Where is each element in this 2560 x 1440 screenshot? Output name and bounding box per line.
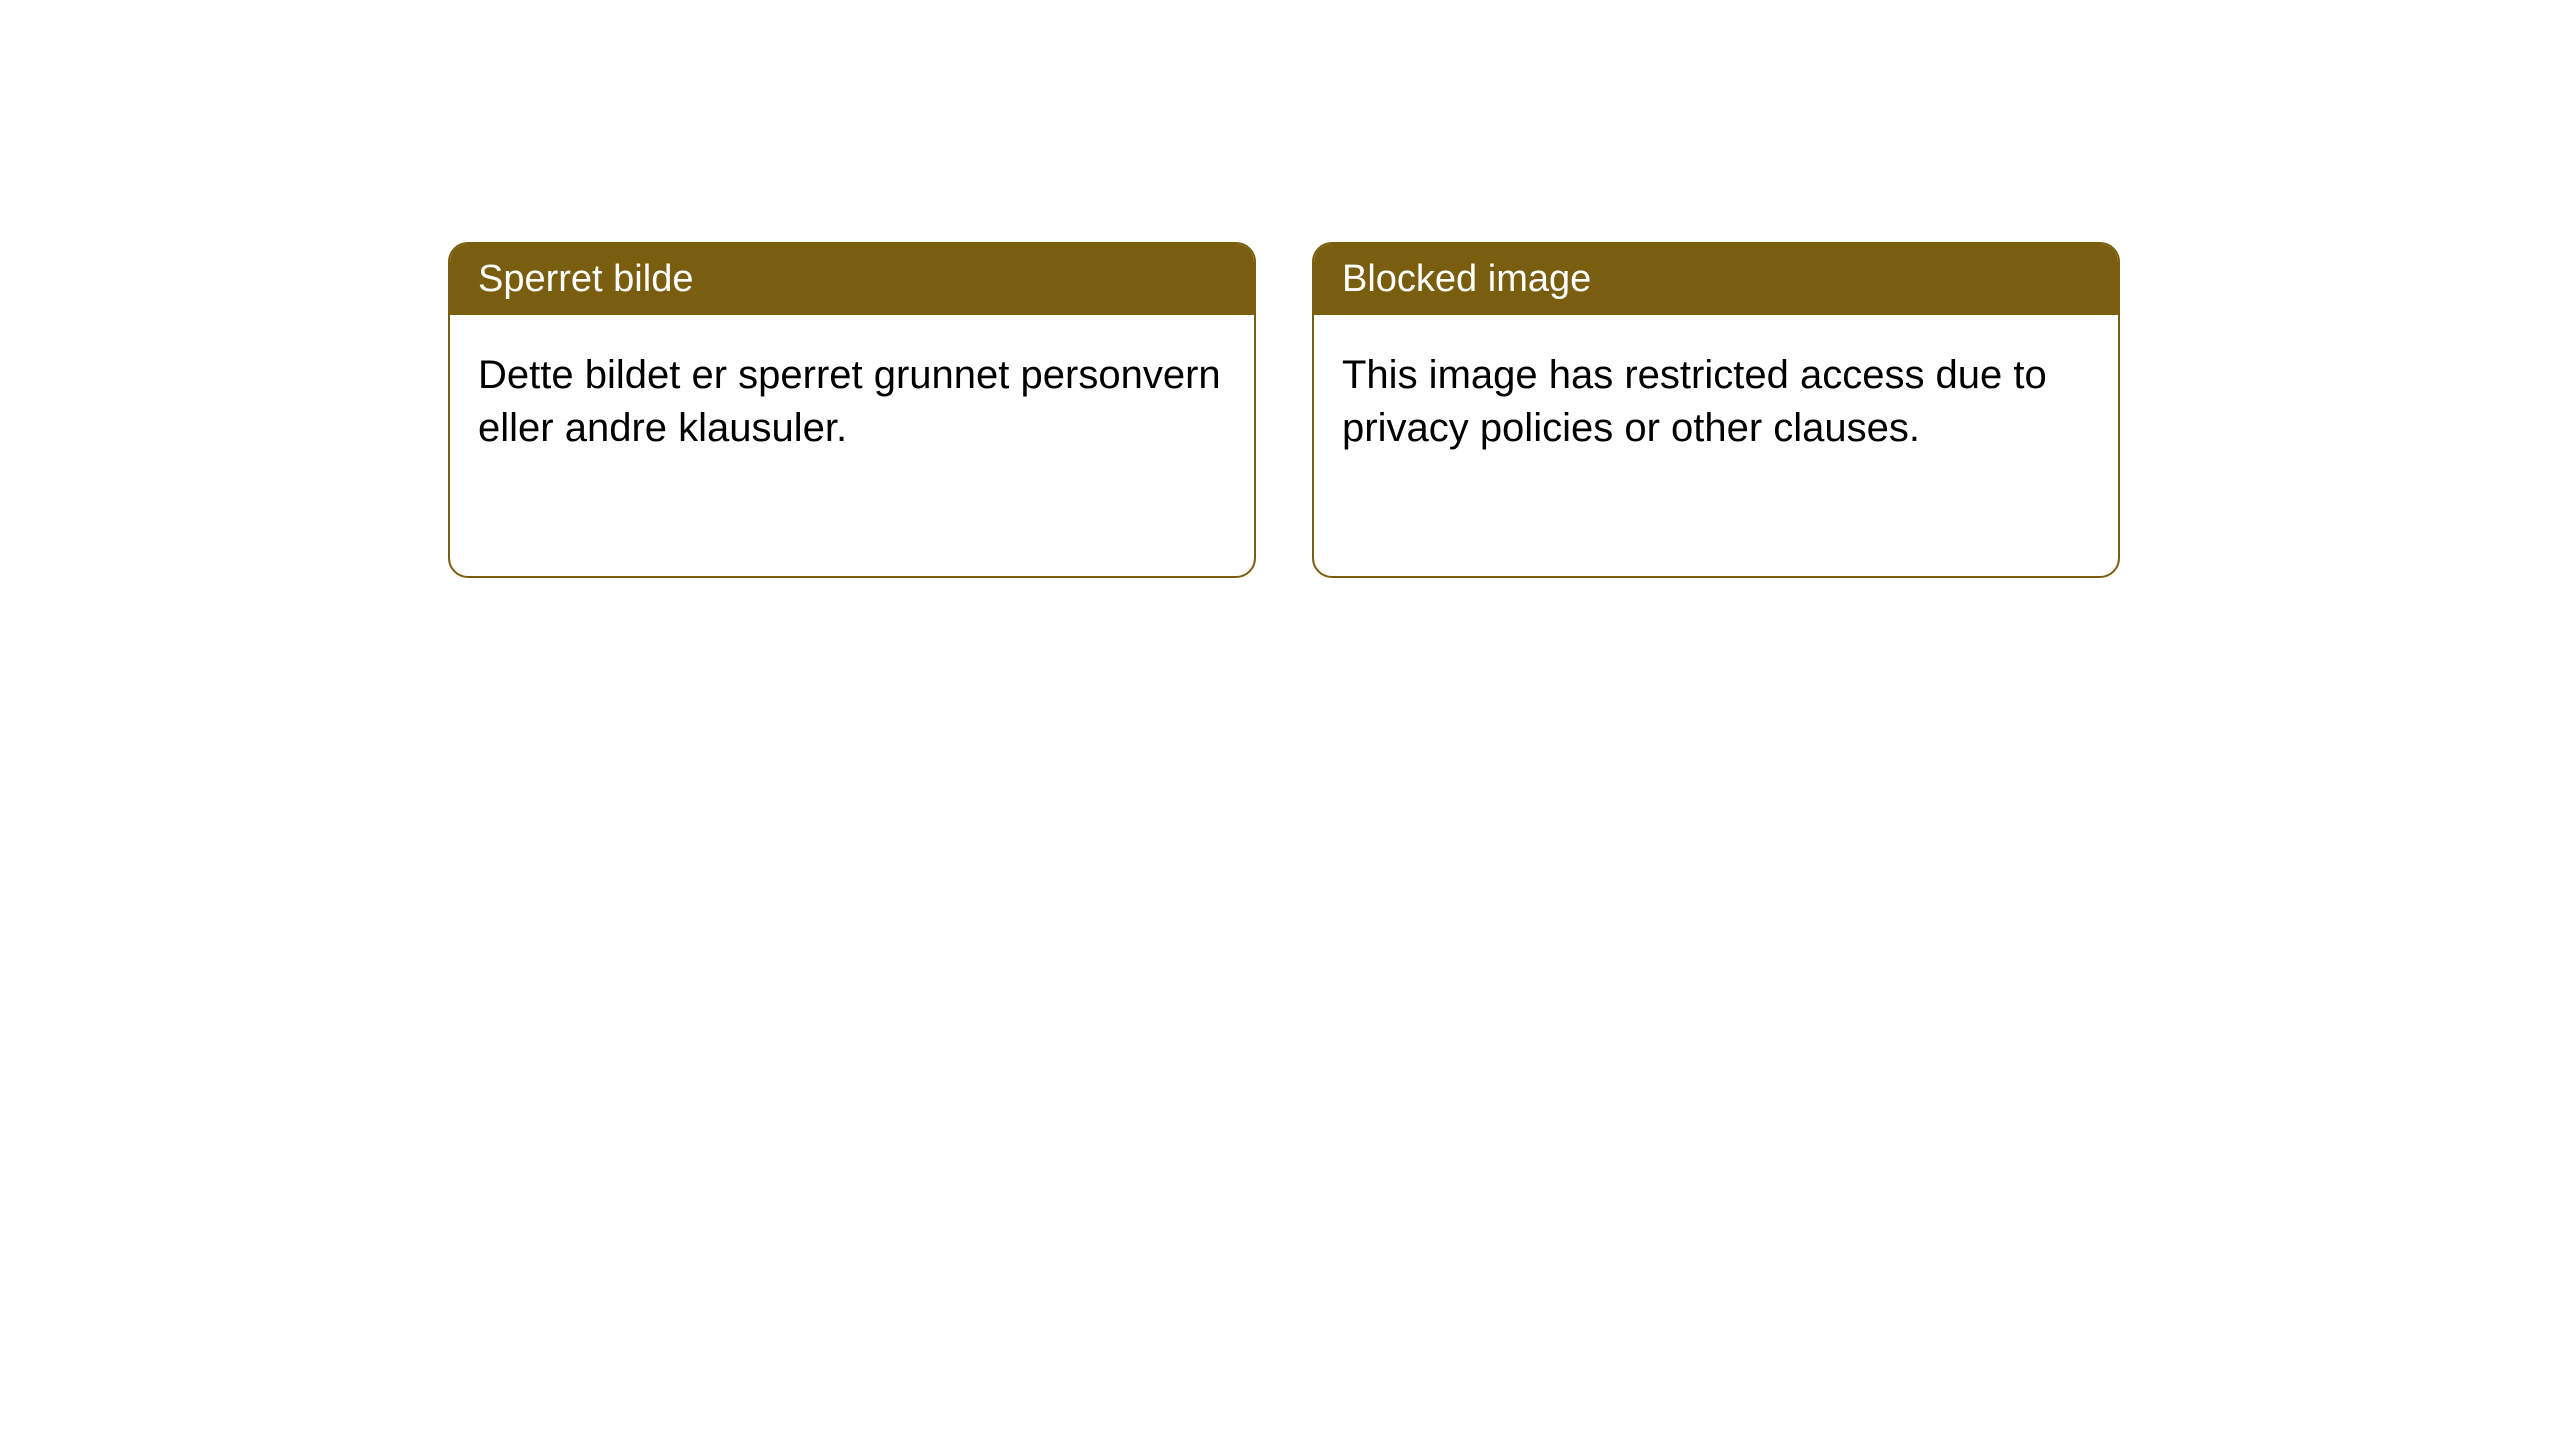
notice-header-no: Sperret bilde: [450, 244, 1254, 315]
notice-card-en: Blocked image This image has restricted …: [1312, 242, 2120, 578]
notice-body-no: Dette bildet er sperret grunnet personve…: [450, 315, 1254, 489]
notice-card-no: Sperret bilde Dette bildet er sperret gr…: [448, 242, 1256, 578]
notice-body-en: This image has restricted access due to …: [1314, 315, 2118, 489]
notice-container: Sperret bilde Dette bildet er sperret gr…: [0, 0, 2560, 578]
notice-header-en: Blocked image: [1314, 244, 2118, 315]
